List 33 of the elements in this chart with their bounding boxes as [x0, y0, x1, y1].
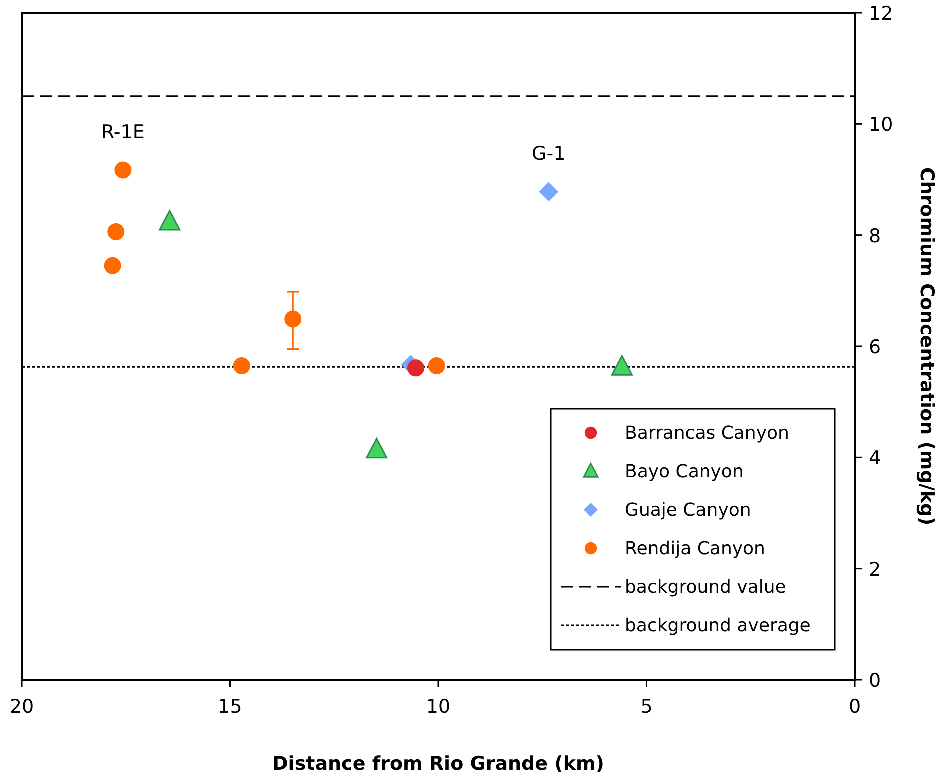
point: [233, 357, 250, 374]
point: [408, 360, 425, 377]
x-axis-title: Distance from Rio Grande (km): [272, 753, 604, 775]
point: [539, 182, 558, 202]
point: [428, 357, 446, 374]
point: [366, 438, 388, 459]
y-tick-label: 4: [869, 448, 882, 470]
y-tick-label: 10: [869, 114, 894, 136]
y-tick-label: 2: [869, 558, 882, 581]
x-tick-label: 20: [10, 696, 34, 718]
point: [104, 257, 122, 274]
point: [108, 224, 125, 240]
legend-label: Guaje Canyon: [625, 500, 752, 521]
annotation: R-1E: [102, 121, 145, 144]
x-tick-label: 15: [218, 696, 242, 718]
x-tick-label: 5: [640, 696, 653, 718]
y-tick-label: 12: [869, 3, 894, 25]
legend-label: background value: [625, 577, 786, 598]
legend-label: Bayo Canyon: [625, 462, 744, 482]
x-tick-label: 10: [426, 696, 451, 718]
x-tick-label: 0: [848, 696, 862, 718]
y-axis-title: Chromium Concentration (mg/kg): [916, 167, 938, 526]
annotation: G-1: [532, 142, 566, 165]
point: [284, 310, 302, 328]
point: [114, 162, 132, 179]
y-tick-label: 6: [869, 336, 882, 358]
point: [159, 210, 181, 231]
y-tick-label: 0: [869, 670, 882, 692]
legend-label: Barrancas Canyon: [625, 423, 790, 444]
legend-label: background average: [625, 616, 811, 636]
legend-label: Rendija Canyon: [625, 538, 766, 560]
point: [611, 355, 633, 376]
y-tick-label: 8: [869, 225, 882, 248]
